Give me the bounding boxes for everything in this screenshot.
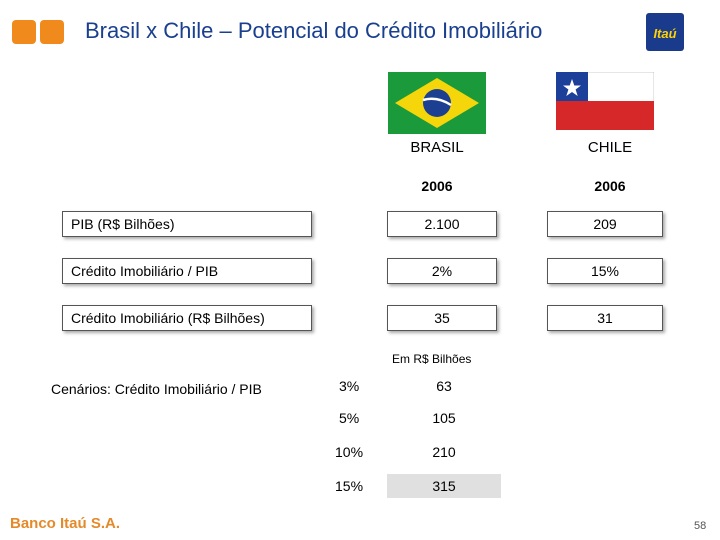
row-label-credito-pib: Crédito Imobiliário / PIB — [62, 258, 312, 284]
value-chile-credito-pib: 15% — [547, 258, 663, 284]
value-chile-pib: 209 — [547, 211, 663, 237]
value-brasil-pib: 2.100 — [387, 211, 497, 237]
chile-flag-icon — [556, 72, 654, 130]
value-brasil-credito-bilhoes: 35 — [387, 305, 497, 331]
year-chile: 2006 — [594, 178, 626, 194]
scenario-pct: 3% — [339, 378, 360, 394]
itau-logo: Itaú — [646, 13, 684, 51]
column-header-brasil: BRASIL — [410, 139, 464, 156]
scenario-pct: 15% — [335, 478, 364, 494]
page-number: 58 — [694, 520, 707, 532]
scenario-pct: 5% — [339, 410, 360, 426]
column-header-chile: CHILE — [587, 139, 633, 156]
row-label-credito-bilhoes: Crédito Imobiliário (R$ Bilhões) — [62, 305, 312, 331]
row-label-pib: PIB (R$ Bilhões) — [62, 211, 312, 237]
brazil-flag-icon — [388, 72, 486, 134]
scenario-pct: 10% — [335, 444, 364, 460]
year-brasil: 2006 — [421, 178, 453, 194]
scenario-value: 63 — [436, 378, 452, 394]
value-brasil-credito-pib: 2% — [387, 258, 497, 284]
footer-company: Banco Itaú S.A. — [10, 515, 121, 532]
scenario-value: 105 — [432, 410, 456, 426]
unit-note: Em R$ Bilhões — [392, 352, 472, 366]
value-chile-credito-bilhoes: 31 — [547, 305, 663, 331]
brand-squares-logo — [12, 20, 66, 44]
scenario-value: 210 — [432, 444, 456, 460]
page-title: Brasil x Chile – Potencial do Crédito Im… — [85, 18, 543, 43]
scenarios-label: Cenários: Crédito Imobiliário / PIB — [51, 381, 262, 397]
scenario-value-highlighted: 315 — [387, 474, 501, 498]
itau-logo-text: Itaú — [653, 26, 677, 41]
